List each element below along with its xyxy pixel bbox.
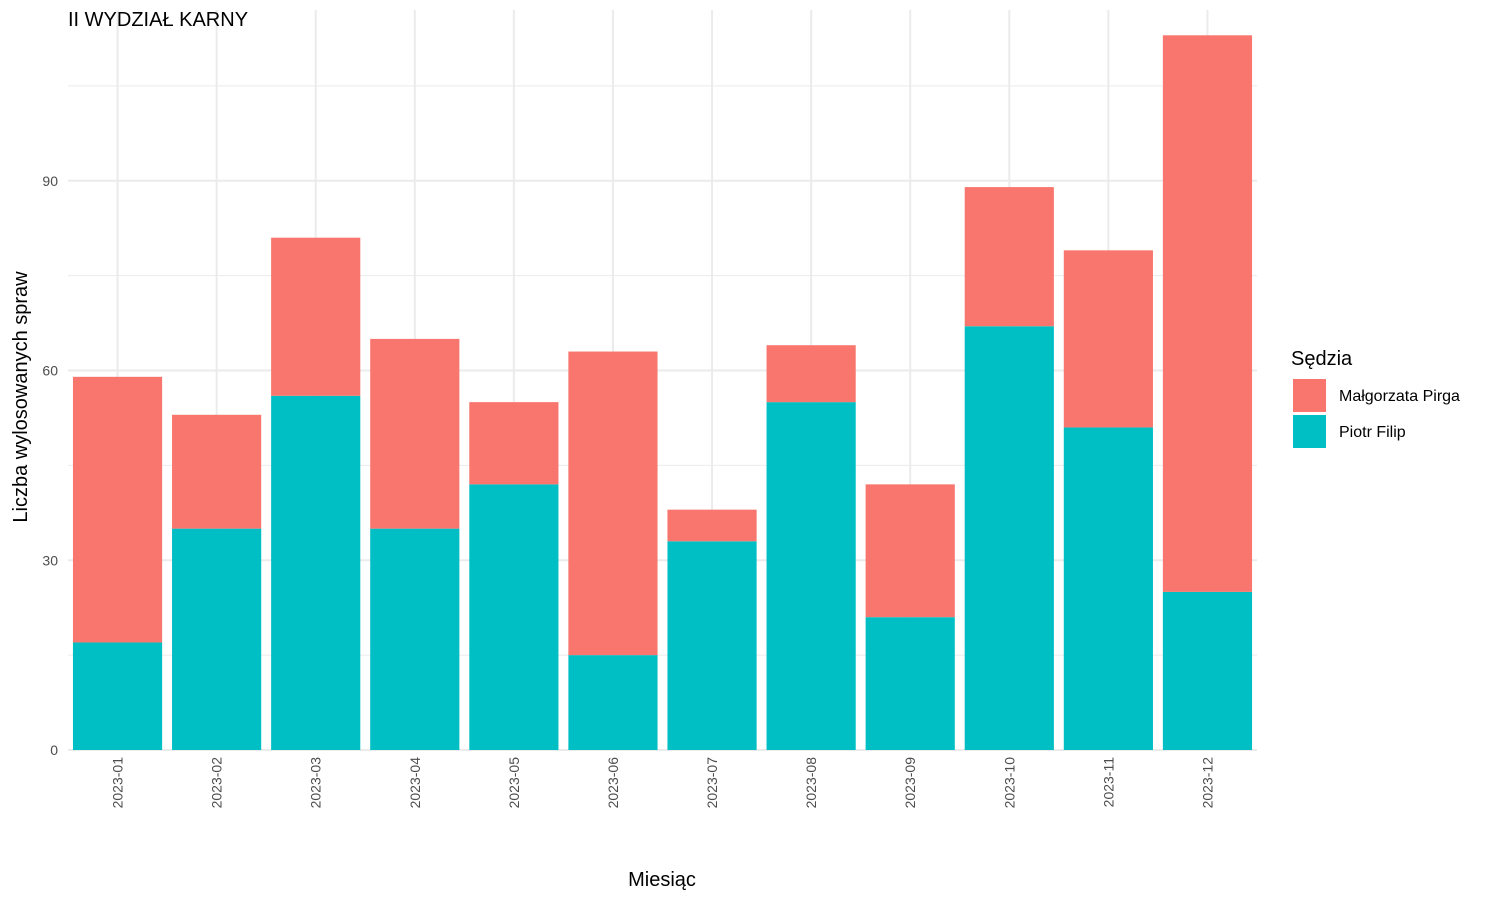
x-tick-label: 2023-11 <box>1100 757 1116 808</box>
x-tick-label: 2023-12 <box>1199 757 1215 809</box>
bar-segment-małgorzata-pirga-2023-03 <box>271 237 361 396</box>
bar-segment-piotr-filip-2023-02 <box>172 528 262 750</box>
bars <box>72 35 1253 750</box>
bar-segment-piotr-filip-2023-03 <box>271 395 361 750</box>
y-axis-title: Liczba wylosowanych spraw <box>10 271 32 523</box>
bar-segment-małgorzata-pirga-2023-01 <box>72 376 163 643</box>
bar-segment-piotr-filip-2023-06 <box>568 655 658 750</box>
x-tick-label: 2023-06 <box>605 757 621 809</box>
bar-segment-małgorzata-pirga-2023-06 <box>568 351 658 656</box>
legend-title: Sędzia <box>1291 348 1353 370</box>
bar-segment-małgorzata-pirga-2023-10 <box>964 187 1054 327</box>
bar-segment-piotr-filip-2023-11 <box>1063 427 1153 750</box>
x-tick-label: 2023-07 <box>704 757 720 809</box>
x-tick-label: 2023-02 <box>209 757 225 809</box>
legend-swatch <box>1293 379 1326 412</box>
bar-segment-piotr-filip-2023-05 <box>469 484 559 750</box>
x-tick-label: 2023-01 <box>110 757 126 809</box>
y-tick-label: 60 <box>42 363 58 379</box>
bar-segment-małgorzata-pirga-2023-12 <box>1162 35 1253 592</box>
bar-segment-piotr-filip-2023-08 <box>766 402 856 750</box>
y-tick-label: 0 <box>50 742 58 758</box>
bar-segment-małgorzata-pirga-2023-09 <box>865 484 955 618</box>
x-tick-label: 2023-04 <box>407 757 423 809</box>
x-tick-label: 2023-10 <box>1001 757 1017 809</box>
bar-segment-piotr-filip-2023-10 <box>964 326 1054 750</box>
bar-segment-piotr-filip-2023-12 <box>1162 591 1253 750</box>
bar-segment-małgorzata-pirga-2023-04 <box>370 338 460 529</box>
x-tick-label: 2023-08 <box>803 757 819 809</box>
legend-label: Małgorzata Pirga <box>1339 388 1460 405</box>
x-tick-label: 2023-09 <box>902 757 918 809</box>
legend: Sędzia Małgorzata Pirga Piotr Filip <box>1291 348 1460 448</box>
legend-swatch <box>1293 415 1326 448</box>
x-axis-title: Miesiąc <box>628 869 696 891</box>
bar-segment-piotr-filip-2023-07 <box>667 541 757 750</box>
bar-segment-piotr-filip-2023-09 <box>865 617 955 750</box>
legend-label: Piotr Filip <box>1339 424 1406 441</box>
bar-segment-małgorzata-pirga-2023-07 <box>667 509 757 542</box>
bar-segment-piotr-filip-2023-04 <box>370 528 460 750</box>
bar-segment-małgorzata-pirga-2023-02 <box>172 414 262 529</box>
y-tick-label: 90 <box>42 173 58 189</box>
bar-segment-małgorzata-pirga-2023-05 <box>469 402 559 485</box>
axis-ticks: 0 30 60 90 2023-01 2023-02 2023-03 2023-04 2023-… <box>42 173 1215 809</box>
x-tick-label: 2023-05 <box>506 757 522 809</box>
bar-segment-małgorzata-pirga-2023-11 <box>1063 250 1153 428</box>
y-tick-label: 30 <box>42 552 58 568</box>
chart-title: II WYDZIAŁ KARNY <box>68 9 248 31</box>
x-tick-label: 2023-03 <box>308 757 324 809</box>
bar-segment-małgorzata-pirga-2023-08 <box>766 345 856 403</box>
bar-segment-piotr-filip-2023-01 <box>72 642 163 750</box>
